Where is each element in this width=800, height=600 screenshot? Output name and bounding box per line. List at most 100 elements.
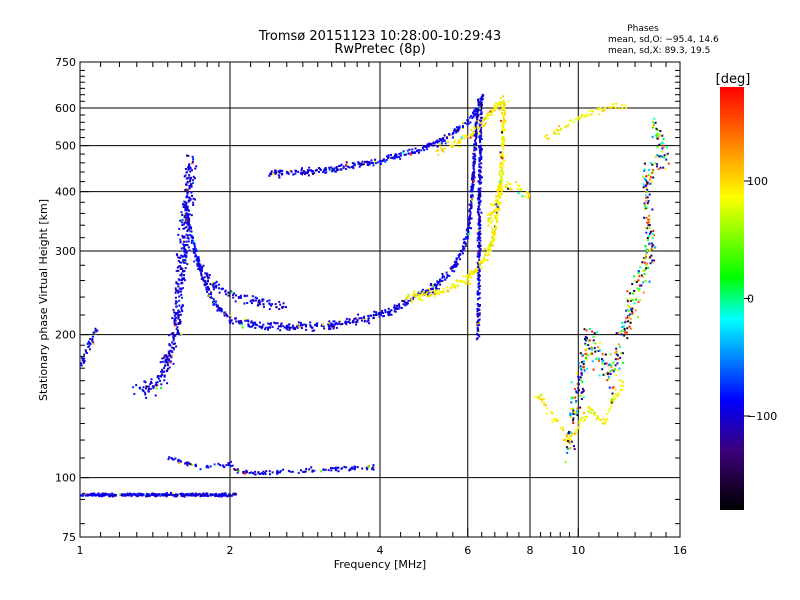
data-point: [386, 311, 389, 314]
data-point: [646, 202, 649, 205]
data-point: [585, 367, 588, 370]
data-point: [654, 162, 657, 165]
data-point: [579, 394, 582, 397]
data-point: [601, 358, 603, 361]
data-point: [427, 145, 430, 148]
data-point: [479, 170, 482, 173]
data-point: [328, 320, 331, 323]
data-point: [575, 411, 578, 414]
data-point: [567, 432, 570, 435]
data-point: [190, 191, 193, 194]
data-point: [554, 132, 557, 135]
data-point: [178, 319, 181, 321]
data-point: [410, 152, 413, 155]
data-point: [438, 137, 441, 140]
data-point: [183, 240, 185, 243]
data-point: [501, 107, 504, 110]
data-point: [87, 494, 90, 497]
data-point: [184, 213, 186, 216]
data-point: [626, 290, 629, 293]
data-point: [478, 130, 481, 133]
data-point: [478, 226, 481, 229]
data-point: [192, 493, 195, 496]
data-point: [598, 113, 601, 116]
plot-frame: [79, 61, 681, 538]
data-point: [501, 189, 504, 192]
data-point: [443, 288, 445, 290]
data-point: [271, 325, 274, 328]
data-point: [588, 411, 591, 414]
data-point: [609, 405, 612, 408]
data-point: [188, 492, 191, 495]
data-point: [653, 234, 656, 237]
data-point: [557, 132, 560, 135]
data-point: [474, 134, 477, 137]
data-point: [103, 492, 106, 495]
data-point: [251, 325, 253, 328]
data-point: [480, 138, 483, 140]
data-point: [183, 204, 186, 207]
data-point: [222, 287, 224, 290]
data-point: [478, 296, 481, 299]
data-point: [491, 111, 494, 114]
data-point: [478, 241, 481, 244]
data-point: [380, 313, 382, 316]
data-point: [313, 329, 316, 332]
data-point: [621, 321, 624, 324]
data-point: [468, 222, 471, 224]
data-point: [198, 492, 201, 495]
data-point: [603, 422, 605, 425]
data-point: [462, 125, 464, 128]
data-point: [163, 356, 165, 359]
data-point: [466, 274, 469, 277]
data-point: [575, 390, 578, 393]
data-point: [206, 290, 209, 293]
data-point: [563, 439, 566, 442]
data-point: [473, 176, 476, 179]
data-point: [617, 358, 620, 360]
data-point: [477, 297, 480, 300]
data-point: [637, 279, 640, 282]
data-point: [188, 209, 191, 212]
data-point: [472, 180, 475, 183]
data-point: [468, 116, 471, 119]
data-point: [616, 369, 619, 372]
data-point: [191, 162, 194, 165]
data-point: [478, 133, 481, 135]
data-point: [579, 367, 582, 370]
data-point: [331, 467, 334, 470]
data-point: [468, 223, 471, 226]
data-point: [254, 299, 257, 302]
data-point: [257, 471, 260, 474]
data-point: [323, 168, 326, 171]
data-point: [384, 309, 387, 312]
data-point: [656, 146, 659, 149]
data-point: [567, 440, 570, 442]
data-point: [477, 265, 480, 268]
data-point: [648, 232, 651, 235]
data-point: [268, 299, 271, 302]
data-point: [498, 170, 501, 173]
data-point: [611, 402, 614, 405]
data-point: [480, 166, 483, 169]
data-point: [403, 300, 406, 303]
data-point: [259, 326, 262, 329]
data-point: [500, 193, 503, 196]
data-point: [270, 172, 273, 174]
data-point: [444, 147, 447, 150]
data-point: [219, 464, 221, 467]
data-point: [405, 296, 408, 299]
data-point: [644, 200, 647, 203]
data-point: [579, 418, 582, 421]
data-point: [322, 323, 324, 326]
data-point: [143, 391, 146, 394]
data-point: [468, 274, 471, 277]
data-point: [404, 153, 407, 156]
data-point: [586, 115, 589, 117]
data-point: [461, 126, 464, 129]
data-point: [472, 133, 474, 136]
data-point: [435, 140, 438, 143]
data-point: [652, 126, 655, 129]
data-point: [212, 301, 215, 304]
data-point: [662, 137, 665, 140]
